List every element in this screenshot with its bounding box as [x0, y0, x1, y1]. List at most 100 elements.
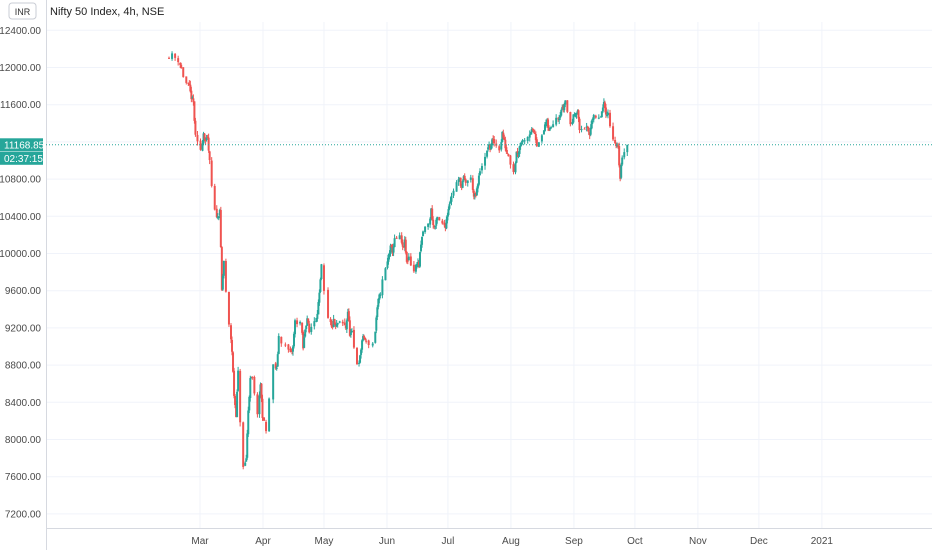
candle-up: [550, 125, 553, 130]
candle-body: [583, 128, 586, 130]
candle-up: [480, 163, 483, 174]
candle-up: [455, 180, 458, 192]
candle-body: [558, 118, 561, 121]
candle-body: [232, 352, 235, 372]
candle-down: [503, 134, 506, 141]
candle-body: [386, 261, 389, 268]
candle-body: [247, 410, 250, 435]
candle-up: [591, 117, 594, 125]
candle-body: [489, 145, 492, 150]
candle-down: [334, 322, 337, 330]
candle-down: [443, 219, 446, 228]
candle-down: [192, 94, 195, 106]
candle-up: [392, 243, 395, 257]
candle-up: [449, 197, 452, 204]
candle-up: [561, 104, 564, 111]
candle-up: [487, 144, 490, 152]
candle-body: [535, 139, 538, 147]
candle-body: [586, 127, 589, 129]
candle-up: [558, 114, 561, 125]
candle-body: [234, 395, 237, 406]
candle-body: [299, 321, 302, 324]
candle-body: [529, 131, 532, 135]
candle-up: [292, 331, 295, 349]
candle-body: [544, 122, 547, 125]
candle-body: [343, 322, 346, 326]
candle-body: [201, 143, 204, 151]
candle-down: [459, 177, 462, 188]
candle-up: [291, 345, 294, 356]
candle-body: [547, 119, 550, 128]
candle-up: [304, 328, 307, 338]
candle-body: [514, 163, 517, 173]
candle-up: [445, 216, 448, 230]
candle-body: [564, 100, 567, 105]
candle-down: [343, 318, 346, 326]
countdown-badge: [0, 151, 43, 165]
candle-down: [352, 326, 355, 349]
candle-body: [272, 364, 275, 400]
candle-body: [415, 264, 418, 266]
candle-body: [416, 261, 419, 265]
candle-body: [362, 336, 365, 341]
candle-down: [239, 368, 242, 427]
candle-up: [249, 375, 252, 402]
candle-up: [462, 175, 465, 182]
time-axis[interactable]: Mar Apr May Jun Jul Aug Sep Oct Nov Dec 2021: [46, 528, 932, 548]
candle-down: [534, 131, 537, 144]
candle-up: [378, 293, 381, 304]
currency-button[interactable]: INR: [8, 2, 37, 20]
candle-body: [540, 135, 543, 142]
candle-body: [180, 64, 183, 68]
candle-body: [523, 140, 526, 142]
candle-body: [188, 83, 191, 86]
candle-body: [359, 355, 362, 363]
candle-down: [280, 336, 283, 347]
candle-body: [224, 260, 227, 292]
candle-body: [450, 195, 453, 202]
candle-down: [206, 134, 209, 139]
candle-body: [206, 136, 209, 138]
candle-down: [506, 149, 509, 155]
candle-up: [379, 292, 382, 299]
candle-body: [590, 120, 593, 129]
candle-down: [177, 55, 180, 66]
candle-up: [559, 111, 562, 120]
candle-down: [578, 116, 581, 134]
candle-body: [349, 332, 352, 336]
candle-body: [492, 139, 495, 141]
candle-up: [305, 325, 308, 333]
candle-up: [244, 461, 247, 467]
candle-body: [490, 145, 493, 150]
candle-body: [505, 147, 508, 152]
candle-body: [552, 124, 555, 128]
candle-up: [191, 95, 194, 100]
candle-down: [284, 342, 287, 348]
candle-body: [168, 57, 171, 59]
candle-up: [430, 207, 433, 221]
candle-body: [367, 340, 370, 346]
candle-down: [612, 122, 615, 142]
candle-down: [409, 253, 412, 267]
candle-up: [202, 131, 205, 146]
candle-body: [445, 219, 448, 229]
candle-down: [492, 135, 495, 144]
candle-body: [516, 151, 519, 154]
candle-body: [462, 176, 465, 181]
candle-down: [512, 161, 515, 175]
candle-body: [260, 383, 263, 399]
candle-body: [246, 433, 249, 458]
candle-body: [457, 179, 460, 183]
candle-body: [308, 323, 311, 333]
candle-body: [239, 370, 242, 423]
candle-body: [318, 292, 321, 303]
candle-down: [586, 125, 589, 132]
candle-up: [597, 114, 600, 120]
candle-body: [203, 133, 206, 139]
candle-body: [336, 322, 339, 325]
candle-body: [421, 236, 424, 245]
candle-body: [253, 377, 256, 394]
candle-up: [458, 177, 461, 182]
candle-body: [501, 131, 504, 142]
